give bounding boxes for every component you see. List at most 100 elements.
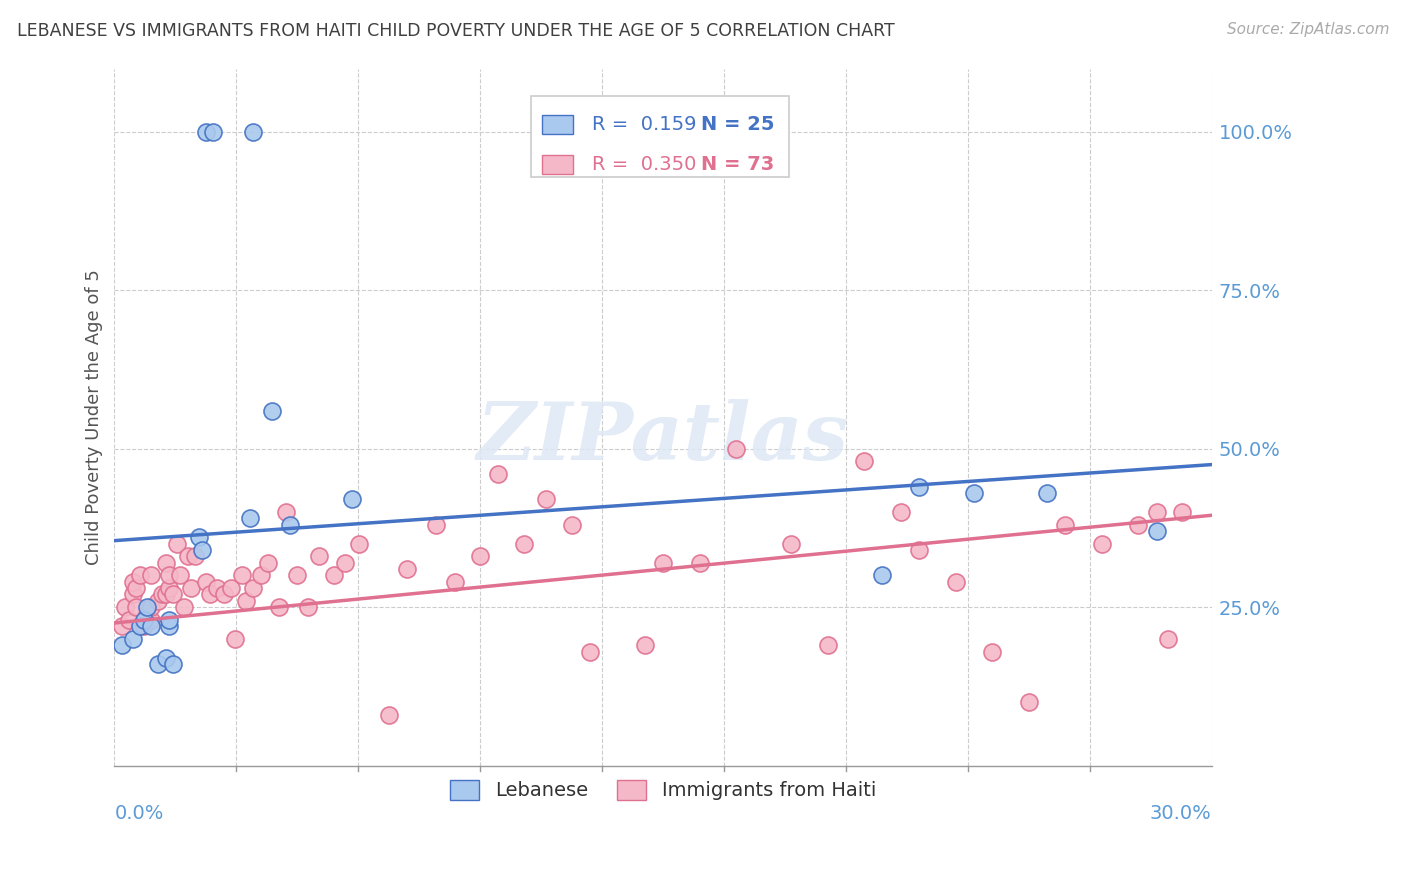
Point xyxy=(278,517,301,532)
Point xyxy=(1171,505,1194,519)
Point xyxy=(157,581,180,595)
Point xyxy=(125,581,148,595)
Point xyxy=(118,613,141,627)
Point xyxy=(322,568,344,582)
Point xyxy=(1146,524,1168,538)
Point xyxy=(1157,632,1180,646)
Point xyxy=(425,517,447,532)
Point xyxy=(689,556,711,570)
Point xyxy=(395,562,418,576)
Point xyxy=(963,486,986,500)
Point xyxy=(129,568,152,582)
Point xyxy=(534,492,557,507)
Point xyxy=(260,403,283,417)
Point xyxy=(239,511,262,525)
Point xyxy=(139,619,162,633)
Point xyxy=(111,638,134,652)
Point xyxy=(176,549,198,564)
Point xyxy=(1018,695,1040,709)
Point xyxy=(125,600,148,615)
Point xyxy=(121,587,143,601)
Point xyxy=(634,638,657,652)
Point xyxy=(908,543,931,558)
FancyBboxPatch shape xyxy=(543,155,574,174)
Point xyxy=(155,651,177,665)
Point xyxy=(184,549,207,564)
Point xyxy=(132,619,155,633)
Point xyxy=(155,587,177,601)
Point xyxy=(148,594,170,608)
Point xyxy=(148,657,170,672)
Point xyxy=(1054,517,1077,532)
Point xyxy=(349,537,371,551)
Point xyxy=(1146,505,1168,519)
Point xyxy=(872,568,894,582)
Point xyxy=(308,549,330,564)
Text: ZIPatlas: ZIPatlas xyxy=(477,400,849,476)
Point xyxy=(890,505,912,519)
Point xyxy=(162,657,184,672)
Point xyxy=(221,581,243,595)
Point xyxy=(150,587,173,601)
Point xyxy=(231,568,253,582)
Point xyxy=(180,581,202,595)
Point xyxy=(194,574,217,589)
Point xyxy=(340,492,363,507)
Text: N = 25: N = 25 xyxy=(702,115,775,134)
Point xyxy=(249,568,271,582)
Point xyxy=(202,125,225,139)
Point xyxy=(377,707,399,722)
Text: R =  0.350: R = 0.350 xyxy=(592,155,696,174)
Point xyxy=(157,619,180,633)
Point xyxy=(333,556,356,570)
Point xyxy=(297,600,319,615)
Point xyxy=(242,581,264,595)
Point xyxy=(1091,537,1114,551)
Point xyxy=(817,638,839,652)
Point xyxy=(139,568,162,582)
Text: R =  0.159: R = 0.159 xyxy=(592,115,696,134)
Point xyxy=(139,600,162,615)
Point xyxy=(780,537,803,551)
FancyBboxPatch shape xyxy=(531,96,789,177)
Point xyxy=(443,574,465,589)
Point xyxy=(853,454,876,468)
Point xyxy=(267,600,290,615)
Point xyxy=(725,442,748,456)
Point xyxy=(224,632,246,646)
Point xyxy=(257,556,280,570)
Point xyxy=(111,619,134,633)
Text: 30.0%: 30.0% xyxy=(1150,805,1212,823)
Legend: Lebanese, Immigrants from Haiti: Lebanese, Immigrants from Haiti xyxy=(443,772,884,808)
Point xyxy=(129,619,152,633)
Point xyxy=(162,587,184,601)
Point xyxy=(242,125,264,139)
Point xyxy=(139,613,162,627)
Point xyxy=(1128,517,1150,532)
Point xyxy=(136,607,159,621)
Point xyxy=(1036,486,1059,500)
Point xyxy=(198,587,221,601)
Point xyxy=(908,480,931,494)
Point xyxy=(173,600,195,615)
Point xyxy=(488,467,510,481)
Point xyxy=(212,587,235,601)
Point xyxy=(155,556,177,570)
Text: Source: ZipAtlas.com: Source: ZipAtlas.com xyxy=(1226,22,1389,37)
Point xyxy=(470,549,492,564)
Y-axis label: Child Poverty Under the Age of 5: Child Poverty Under the Age of 5 xyxy=(86,269,103,565)
Point xyxy=(579,644,602,658)
Point xyxy=(205,581,228,595)
Point xyxy=(981,644,1004,658)
Text: N = 73: N = 73 xyxy=(702,155,775,174)
FancyBboxPatch shape xyxy=(543,115,574,134)
Point xyxy=(945,574,967,589)
Point xyxy=(121,574,143,589)
Point xyxy=(166,537,188,551)
Point xyxy=(285,568,308,582)
Point xyxy=(132,613,155,627)
Point xyxy=(157,568,180,582)
Point xyxy=(513,537,536,551)
Point xyxy=(157,613,180,627)
Point xyxy=(276,505,298,519)
